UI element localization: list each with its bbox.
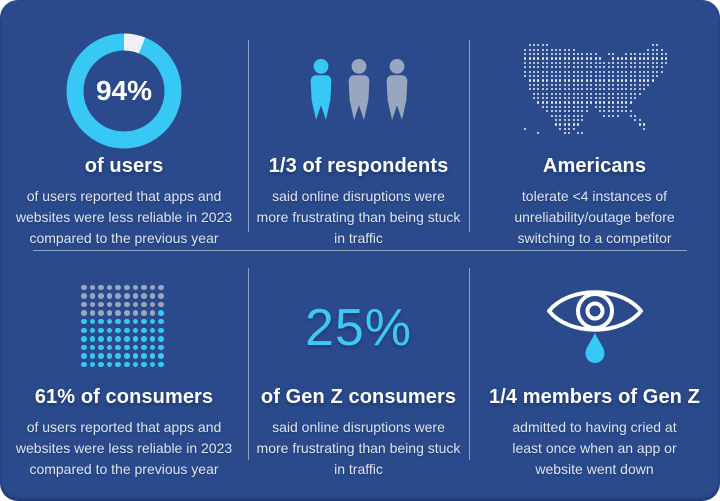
panel-genz-cried: 1/4 members of Gen Z admitted to having … (469, 251, 720, 501)
divider-vertical-bottom-right (469, 268, 470, 460)
panel-description: admitted to having cried at least once w… (512, 419, 677, 477)
person-icon-highlighted (310, 59, 331, 121)
waffle-zone (81, 278, 167, 377)
people-zone (306, 31, 412, 150)
map-zone (520, 31, 670, 150)
eye-zone (545, 278, 645, 377)
panel-description: tolerate <4 instances of unreliability/o… (514, 188, 675, 246)
divider-horizontal (33, 250, 687, 251)
divider-vertical-top-left (248, 40, 249, 232)
panel-title: of Gen Z consumers (260, 386, 457, 408)
panel-consumers-reliability: 61% of consumers of users reported that … (0, 251, 248, 501)
panel-description: of users reported that apps and websites… (15, 419, 233, 477)
divider-vertical-top-right (469, 40, 470, 232)
crying-eye-icon (546, 289, 643, 363)
big-stat-zone: 25% (305, 278, 412, 377)
person-icon (348, 59, 369, 121)
panel-description: of users reported that apps and websites… (15, 188, 233, 246)
usa-dot-map-icon (520, 44, 670, 136)
three-people-icon (306, 59, 412, 122)
big-percent-text: 25% (304, 298, 413, 357)
person-icon (386, 59, 407, 121)
panel-genz-traffic: 25% of Gen Z consumers said online disru… (248, 251, 469, 501)
panel-title: 1/3 of respondents (268, 155, 449, 177)
panel-description: said online disruptions were more frustr… (256, 188, 461, 246)
panel-title: Americans (542, 155, 647, 177)
divider-vertical-bottom-left (248, 268, 249, 460)
panel-americans-tolerance: Americans tolerate <4 instances of unrel… (469, 0, 720, 251)
donut-center-value: 94% (95, 74, 153, 106)
panel-title: of users (84, 155, 164, 177)
panel-respondents-traffic: 1/3 of respondents said online disruptio… (248, 0, 469, 251)
donut-chart-icon: 94% (66, 33, 182, 149)
donut-chart-zone: 94% (66, 31, 182, 150)
waffle-grid-icon (81, 284, 167, 371)
panel-description: said online disruptions were more frustr… (256, 419, 461, 477)
panel-title: 1/4 members of Gen Z (489, 386, 700, 408)
panel-users-reliability: 94% of users of users reported that apps… (0, 0, 248, 251)
panel-title: 61% of consumers (34, 386, 214, 408)
